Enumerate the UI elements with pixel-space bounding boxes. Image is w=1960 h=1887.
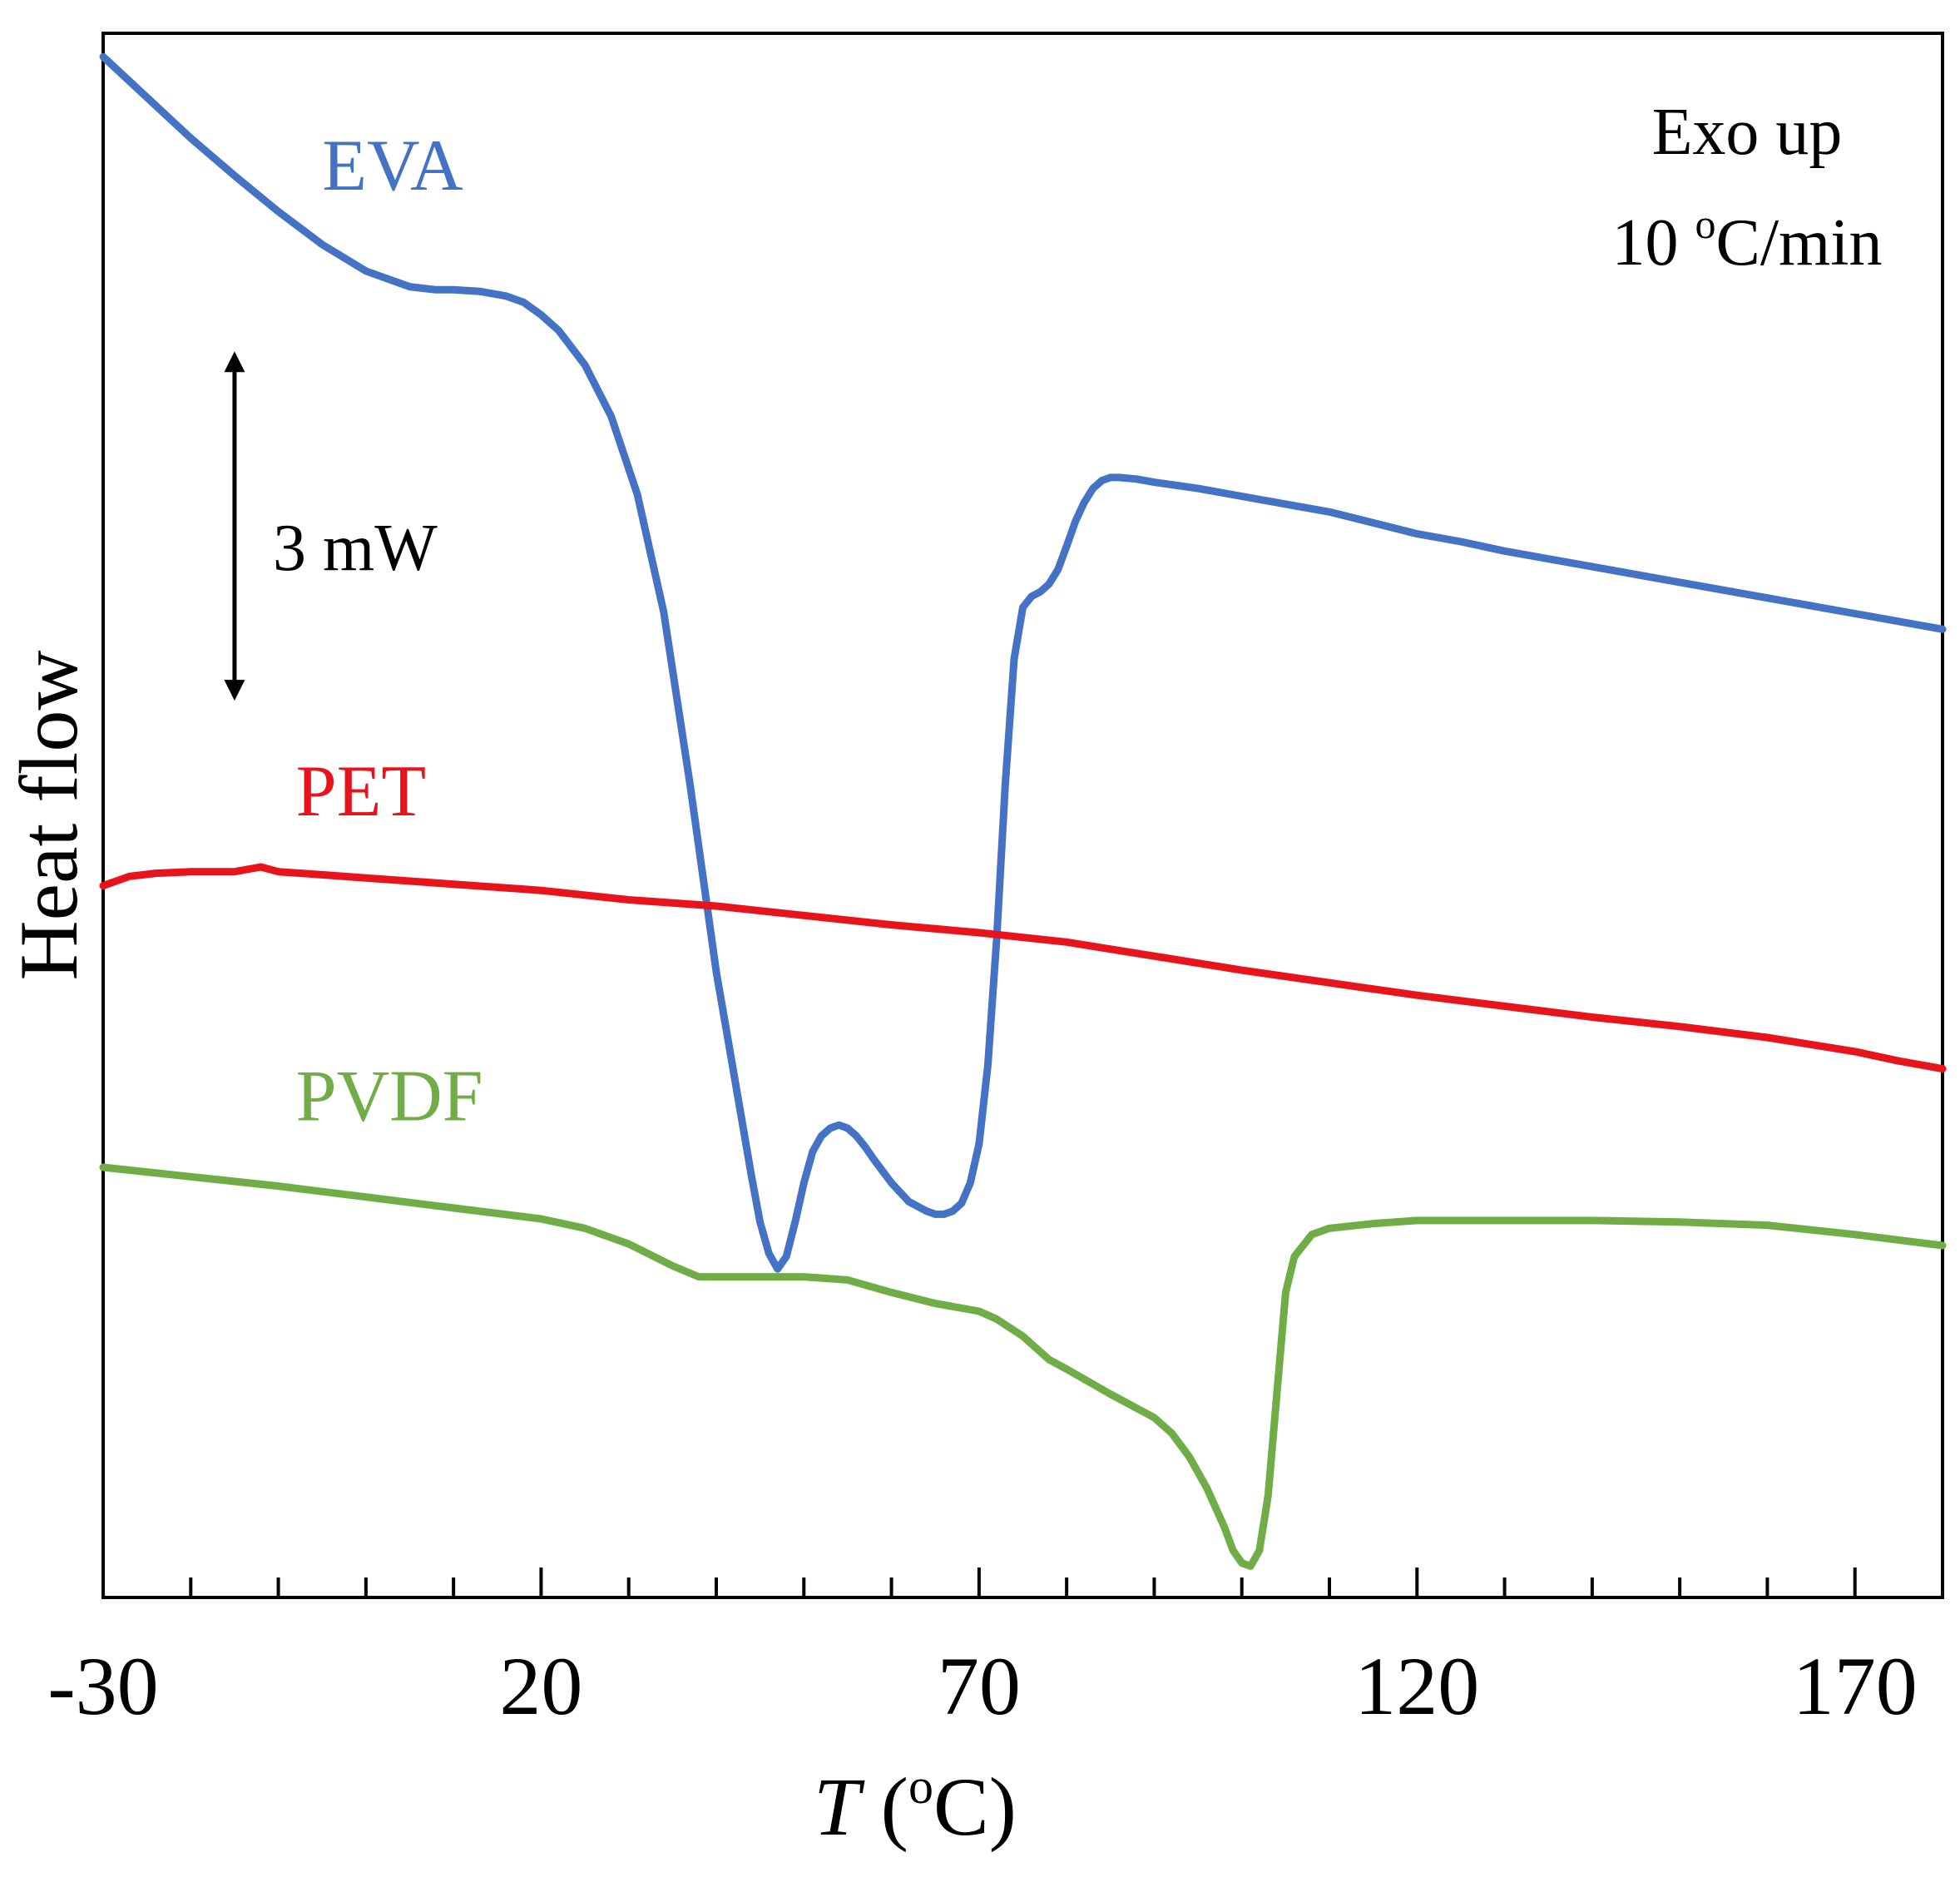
series-labels: EVA PET PVDF	[296, 126, 483, 1137]
x-tick-label: -30	[47, 1640, 158, 1732]
heating-rate-degree: o	[1695, 201, 1715, 247]
heating-rate-label: 10 oC/min	[1611, 201, 1882, 280]
series-label-pet: PET	[296, 751, 426, 832]
x-tick-label: 20	[499, 1640, 582, 1732]
series-line-pvdf	[99, 1163, 1947, 1570]
series-line-eva	[99, 52, 1947, 1273]
series-line-pet	[99, 863, 1947, 1073]
x-tick-label: 170	[1793, 1640, 1918, 1732]
x-axis-title: T (oC)	[814, 1759, 1017, 1853]
y-axis-title: Heat flow	[2, 650, 95, 980]
x-axis-tick-labels: -30 20 70 120 170	[47, 1640, 1917, 1732]
x-axis-title-unit: C)	[933, 1761, 1017, 1853]
x-axis-ticks	[189, 1568, 1857, 1597]
x-axis-title-paren: (	[860, 1761, 908, 1853]
plot-frame	[101, 32, 1944, 1599]
x-axis-title-symbol: T	[814, 1761, 865, 1853]
scale-bar-label: 3 mW	[273, 512, 438, 585]
x-axis-title-degree: o	[908, 1759, 933, 1814]
series-lines	[99, 52, 1947, 1570]
x-tick-label: 120	[1354, 1640, 1479, 1732]
series-label-pvdf: PVDF	[296, 1057, 483, 1137]
x-tick-label: 70	[938, 1640, 1021, 1732]
exo-up-label: Exo up	[1652, 96, 1843, 169]
heating-rate-unit: C/min	[1715, 206, 1882, 280]
series-label-eva: EVA	[322, 126, 463, 206]
heating-rate-value: 10	[1611, 206, 1695, 280]
